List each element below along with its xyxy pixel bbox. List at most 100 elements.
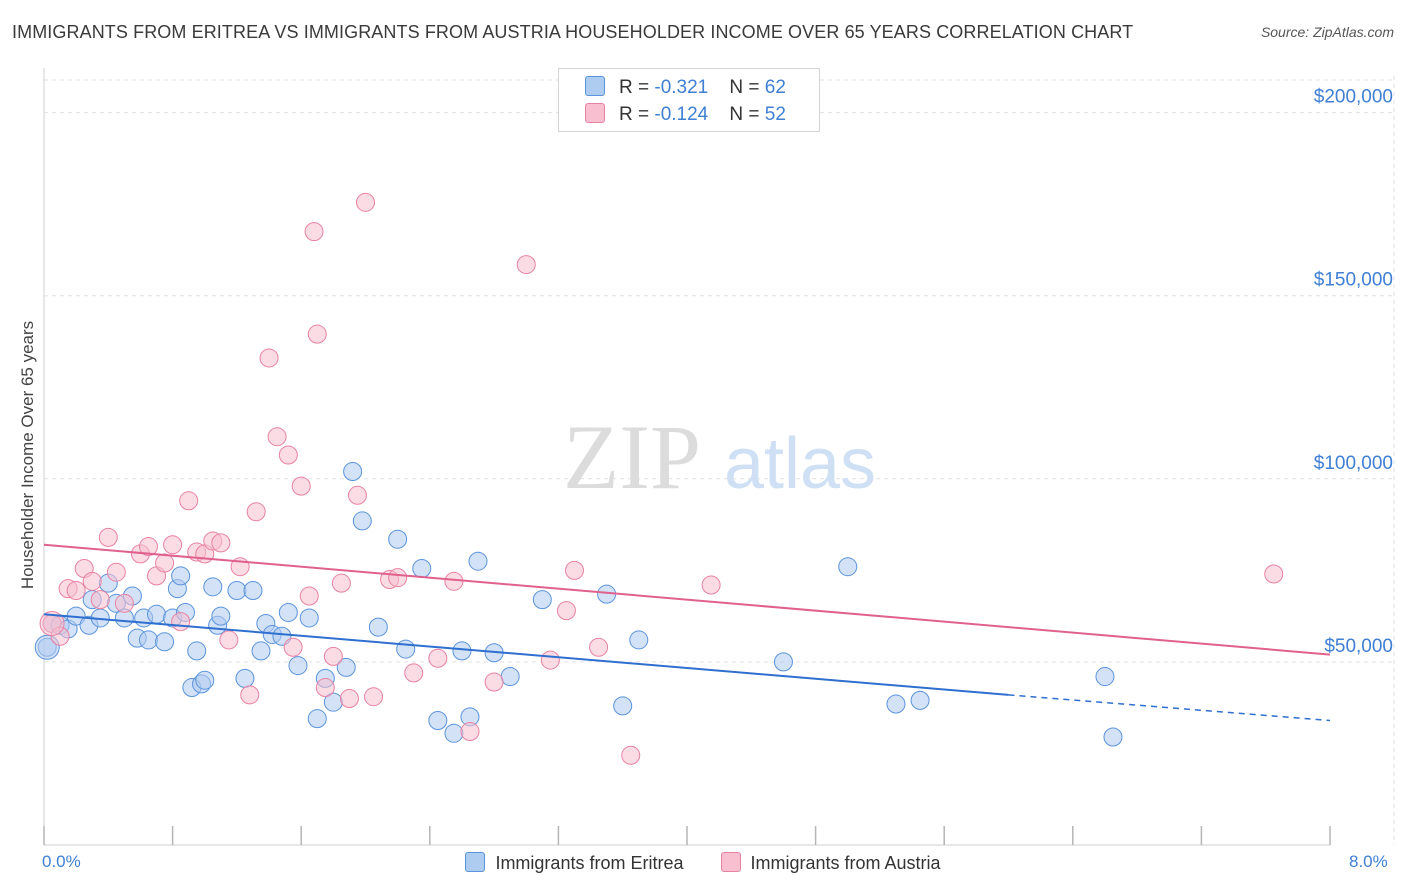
point-austria-15 [171,612,191,632]
point-austria-49 [556,601,576,621]
point-eritrea-19 [171,566,191,586]
point-austria-6 [90,590,110,610]
point-eritrea-63 [1095,667,1115,687]
point-austria-14 [163,535,183,555]
point-austria-42 [404,663,424,683]
point-eritrea-29 [235,668,255,688]
point-austria-8 [106,562,126,582]
legend-row-austria: R = -0.124 N = 52 [585,103,786,126]
point-austria-13 [155,553,175,573]
point-eritrea-24 [195,670,215,690]
point-eritrea-31 [251,641,271,661]
source-label: Source: ZipAtlas.com [1260,24,1394,40]
legend-label-eritrea: Immigrants from Eritrea [495,853,684,873]
series-legend: Immigrants from Eritrea Immigrants from … [0,852,1406,874]
point-austria-20 [211,533,231,553]
point-eritrea-35 [278,602,298,622]
legend-n-value: 62 [764,77,786,98]
point-eritrea-47 [412,559,432,579]
watermark-atlas: atlas [724,424,876,504]
trendline-austria [43,543,1331,656]
legend-n-label: N = [729,77,765,98]
point-austria-5 [82,571,102,591]
point-austria-24 [246,502,266,522]
point-austria-25 [259,348,279,368]
point-austria-36 [339,689,359,709]
point-austria-30 [299,586,319,606]
point-austria-39 [364,687,384,707]
y-tick-label-1: $100,000 [1314,453,1393,474]
point-eritrea-43 [352,511,372,531]
point-austria-50 [564,560,584,580]
point-austria-21 [219,630,239,650]
point-eritrea-48 [428,710,448,730]
point-eritrea-14 [138,630,158,650]
point-austria-54 [1264,564,1284,584]
point-eritrea-37 [299,608,319,628]
point-eritrea-41 [336,657,356,677]
point-austria-3 [66,580,86,600]
legend-r-label: R = [619,104,655,125]
chart-title: IMMIGRANTS FROM ERITREA VS IMMIGRANTS FR… [12,22,1134,42]
point-austria-31 [304,222,324,242]
point-eritrea-59 [773,652,793,672]
point-eritrea-42 [343,461,363,481]
point-eritrea-16 [155,632,175,652]
x-tick-label-min: 0.0% [42,852,81,871]
point-eritrea-30 [243,580,263,600]
point-eritrea-62 [910,690,930,710]
point-austria-44 [444,571,464,591]
point-eritrea-52 [468,551,488,571]
y-tick-label-3: $200,000 [1314,87,1393,108]
y-tick-label-0: $50,000 [1324,636,1393,657]
point-eritrea-49 [444,723,464,743]
legend-item-eritrea: Immigrants from Eritrea [465,852,683,874]
point-austria-large [39,610,65,636]
point-eritrea-60 [838,557,858,577]
legend-r-value: -0.124 [654,104,709,125]
series-austria-points [39,192,1284,765]
point-austria-34 [323,646,343,666]
point-austria-27 [278,445,298,465]
watermark: ZIP atlas [563,406,876,508]
point-austria-33 [315,678,335,698]
point-austria-43 [428,648,448,668]
grid-lines [44,76,1395,845]
trendline-eritrea-extension [1008,694,1331,722]
point-austria-46 [484,672,504,692]
point-austria-53 [701,575,721,595]
point-eritrea-64 [1103,727,1123,747]
point-austria-47 [516,255,536,275]
legend-r-value: -0.321 [654,77,709,98]
point-austria-37 [347,485,367,505]
legend-swatch-eritrea [465,852,486,872]
point-austria-9 [114,593,134,613]
point-eritrea-28 [227,580,247,600]
legend-n-label: N = [729,104,765,125]
point-austria-26 [267,427,287,447]
legend-item-austria: Immigrants from Austria [720,852,941,874]
point-eritrea-50 [452,641,472,661]
point-eritrea-22 [187,641,207,661]
point-eritrea-44 [368,617,388,637]
point-eritrea-25 [203,577,223,597]
point-austria-23 [240,685,260,705]
correlation-legend: R = -0.321 N = 62 R = -0.124 N = 52 [558,68,820,132]
point-eritrea-46 [396,639,416,659]
point-austria-41 [388,568,408,588]
legend-swatch-eritrea [585,76,605,96]
point-eritrea-38 [307,709,327,729]
point-eritrea-61 [886,694,906,714]
point-austria-51 [589,637,609,657]
point-austria-28 [283,637,303,657]
point-eritrea-57 [613,696,633,716]
trendline-eritrea [43,613,1009,696]
trend-lines [43,543,1331,722]
point-austria-7 [98,527,118,547]
point-eritrea-54 [500,667,520,687]
legend-label-austria: Immigrants from Austria [750,853,941,873]
y-tick-labels: $50,000 $100,000 $150,000 $200,000 [1314,87,1393,657]
legend-r-label: R = [619,77,655,98]
point-eritrea-15 [147,604,167,624]
